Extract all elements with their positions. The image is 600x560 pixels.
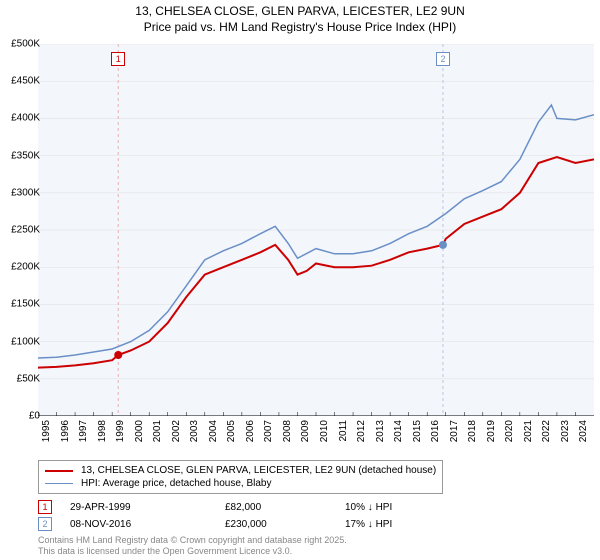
y-axis-label: £400K [11,113,40,124]
y-axis-label: £50K [17,373,40,384]
x-axis-label: 2006 [245,420,256,442]
x-axis-label: 2008 [282,420,293,442]
x-axis-label: 2024 [578,420,589,442]
x-axis-label: 2013 [375,420,386,442]
title-block: 13, CHELSEA CLOSE, GLEN PARVA, LEICESTER… [0,0,600,35]
sales-table-pct: 10% ↓ HPI [345,502,465,513]
x-axis-label: 2002 [171,420,182,442]
chart-plot-area [38,44,594,416]
x-axis-label: 2014 [393,420,404,442]
x-axis-label: 1998 [97,420,108,442]
sales-table-date: 08-NOV-2016 [70,519,225,530]
legend-swatch [45,470,73,472]
x-axis-label: 2005 [226,420,237,442]
x-axis-label: 2010 [319,420,330,442]
x-axis-label: 2009 [300,420,311,442]
y-axis-label: £450K [11,76,40,87]
sales-table: 1 29-APR-1999£82,00010% ↓ HPI 2 08-NOV-2016… [38,500,594,531]
x-axis-label: 2001 [152,420,163,442]
y-axis-label: £500K [11,39,40,50]
sales-table-marker: 2 [38,517,52,531]
sale-marker-box: 1 [111,52,125,66]
sale-marker-dot [114,351,122,359]
sales-table-marker: 1 [38,500,52,514]
chart-svg [38,44,594,416]
x-axis-label: 2003 [189,420,200,442]
legend-swatch [45,483,73,484]
y-axis-label: £300K [11,187,40,198]
chart-container: 13, CHELSEA CLOSE, GLEN PARVA, LEICESTER… [0,0,600,560]
sale-marker-box: 2 [436,52,450,66]
footer-line-2: This data is licensed under the Open Gov… [38,546,594,557]
x-axis-label: 2020 [504,420,515,442]
x-axis-label: 2000 [134,420,145,442]
x-axis-label: 2016 [430,420,441,442]
x-axis-label: 1999 [115,420,126,442]
footer-line-1: Contains HM Land Registry data © Crown c… [38,535,594,546]
x-axis-label: 2007 [263,420,274,442]
sales-table-price: £82,000 [225,502,345,513]
x-axis-label: 1995 [41,420,52,442]
legend-area: 13, CHELSEA CLOSE, GLEN PARVA, LEICESTER… [38,460,594,557]
sales-table-date: 29-APR-1999 [70,502,225,513]
sales-table-row: 2 08-NOV-2016£230,00017% ↓ HPI [38,517,594,531]
sales-table-pct: 17% ↓ HPI [345,519,465,530]
sale-marker-dot [439,241,447,249]
legend-box: 13, CHELSEA CLOSE, GLEN PARVA, LEICESTER… [38,460,443,494]
legend-row: 13, CHELSEA CLOSE, GLEN PARVA, LEICESTER… [45,464,436,477]
y-axis-label: £250K [11,225,40,236]
legend-label: HPI: Average price, detached house, Blab… [81,478,272,489]
x-axis-label: 1997 [78,420,89,442]
x-axis-label: 2018 [467,420,478,442]
x-axis-label: 2004 [208,420,219,442]
legend-label: 13, CHELSEA CLOSE, GLEN PARVA, LEICESTER… [81,465,436,476]
y-axis-label: £200K [11,262,40,273]
x-axis-label: 2023 [560,420,571,442]
x-axis-label: 2021 [523,420,534,442]
sales-table-price: £230,000 [225,519,345,530]
y-axis-label: £150K [11,299,40,310]
x-axis-label: 2012 [356,420,367,442]
x-axis-label: 2022 [541,420,552,442]
y-axis-label: £350K [11,150,40,161]
x-axis-label: 2015 [412,420,423,442]
sales-table-row: 1 29-APR-1999£82,00010% ↓ HPI [38,500,594,514]
x-axis-label: 2011 [338,420,349,442]
title-line-2: Price paid vs. HM Land Registry's House … [0,20,600,36]
legend-row: HPI: Average price, detached house, Blab… [45,477,436,490]
footer-text: Contains HM Land Registry data © Crown c… [38,535,594,557]
title-line-1: 13, CHELSEA CLOSE, GLEN PARVA, LEICESTER… [0,4,600,20]
x-axis-label: 2017 [449,420,460,442]
x-axis-label: 2019 [486,420,497,442]
y-axis-label: £100K [11,336,40,347]
y-axis-label: £0 [29,411,40,422]
x-axis-label: 1996 [60,420,71,442]
